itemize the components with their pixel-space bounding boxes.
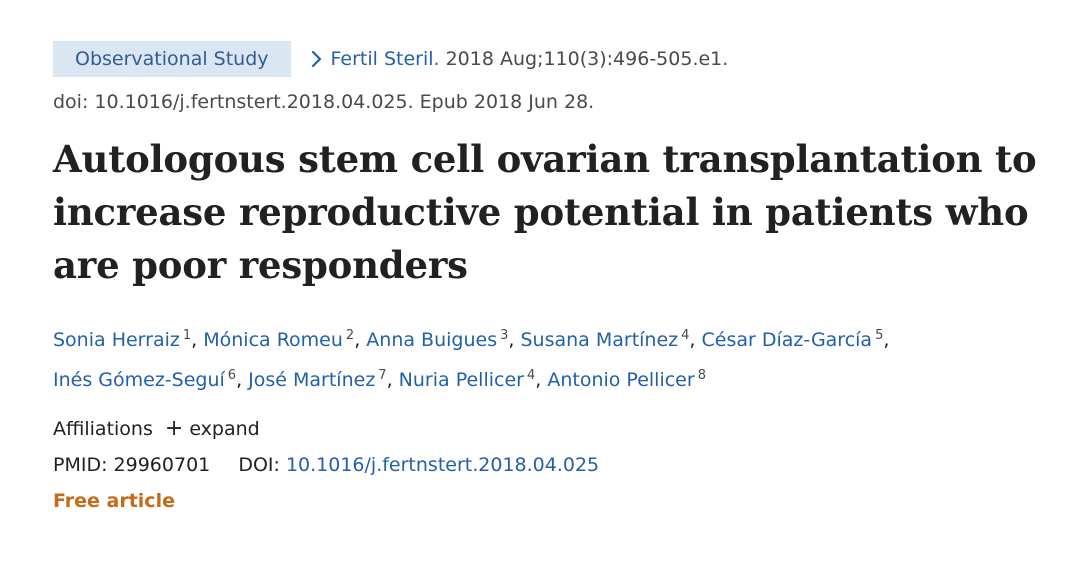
doi-epub-line: doi: 10.1016/j.fertnstert.2018.04.025. E…: [53, 91, 595, 113]
journal-link[interactable]: Fertil Steril.: [307, 48, 440, 70]
affiliations-row: Affiliations + expand: [53, 416, 1073, 441]
affiliation-number[interactable]: 2: [345, 328, 355, 343]
author-list: Sonia Herraiz 1, Mónica Romeu 2, Anna Buig…: [53, 328, 890, 391]
author-link[interactable]: Antonio Pellicer: [547, 369, 695, 391]
affiliation-number[interactable]: 3: [500, 328, 509, 343]
pmid-value: 29960701: [113, 454, 211, 476]
affiliations-expand-button[interactable]: + expand: [164, 416, 260, 441]
affiliation-number[interactable]: 5: [875, 328, 884, 343]
journal-name: Fertil Steril.: [330, 48, 440, 70]
author-link[interactable]: César Díaz-García: [701, 329, 873, 351]
affiliation-number[interactable]: 4: [681, 328, 690, 343]
chevron-right-icon: [311, 50, 321, 68]
identifiers-row: PMID: 29960701 DOI: 10.1016/j.fertnstert…: [53, 454, 1073, 476]
author-item: Mónica Romeu 2: [203, 328, 355, 351]
author-item: Sonia Herraiz 1: [53, 328, 192, 351]
author-link[interactable]: Sonia Herraiz: [53, 329, 180, 351]
affiliation-number[interactable]: 8: [697, 368, 706, 383]
author-item: José Martínez 7: [248, 368, 387, 391]
affiliation-number[interactable]: 6: [227, 368, 237, 383]
affiliation-number[interactable]: 7: [378, 368, 387, 383]
author-link[interactable]: Mónica Romeu: [203, 329, 343, 351]
publication-line: Observational Study Fertil Steril. 2018 …: [53, 41, 1073, 77]
author-link[interactable]: Inés Gómez-Seguí: [53, 369, 225, 391]
author-item: Anna Buigues 3: [366, 328, 509, 351]
free-article-label: Free article: [53, 490, 175, 512]
article-header: Observational Study Fertil Steril. 2018 …: [53, 41, 1073, 512]
publication-type-badge: Observational Study: [53, 41, 291, 77]
author-link[interactable]: Nuria Pellicer: [398, 369, 524, 391]
author-item: Susana Martínez 4: [520, 328, 690, 351]
author-link[interactable]: José Martínez: [248, 369, 376, 391]
doi-label: DOI:: [238, 454, 280, 476]
affiliations-label: Affiliations: [53, 418, 153, 440]
author-item: Inés Gómez-Seguí 6: [53, 368, 237, 391]
affiliation-number[interactable]: 1: [182, 328, 192, 343]
affiliation-number[interactable]: 4: [526, 368, 536, 383]
expand-label: expand: [189, 418, 260, 440]
pmid-label: PMID:: [53, 454, 108, 476]
author-item: César Díaz-García 5: [701, 328, 884, 351]
citation-text: 2018 Aug;110(3):496-505.e1.: [445, 48, 729, 70]
plus-icon: +: [164, 416, 184, 441]
article-title: Autologous stem cell ovarian transplanta…: [53, 137, 1037, 287]
author-link[interactable]: Anna Buigues: [366, 329, 498, 351]
author-link[interactable]: Susana Martínez: [520, 329, 679, 351]
author-item: Antonio Pellicer 8: [547, 368, 706, 391]
author-item: Nuria Pellicer 4: [398, 368, 536, 391]
doi-link[interactable]: 10.1016/j.fertnstert.2018.04.025: [285, 454, 600, 476]
